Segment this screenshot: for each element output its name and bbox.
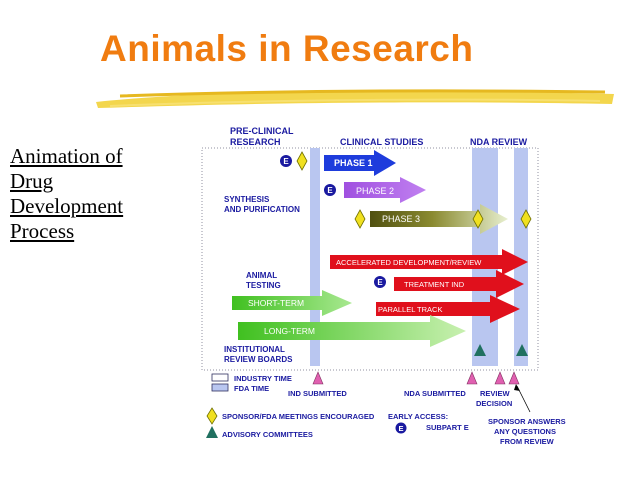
fda-time-swatch xyxy=(211,383,229,392)
nda-submitted-triangle-icon xyxy=(466,371,478,385)
phase3-arrow xyxy=(370,204,508,234)
short-term-arrow xyxy=(232,290,352,316)
advisory-committee-triangle-icon xyxy=(474,344,486,356)
drug-development-diagram: PRE-CLINICAL RESEARCH CLINICAL STUDIES N… xyxy=(201,126,566,446)
header-nda: NDA REVIEW xyxy=(470,137,528,147)
diamond-icon xyxy=(520,209,532,229)
side-caption-line[interactable]: Process xyxy=(10,219,75,243)
pointer-arrowhead-icon xyxy=(514,384,520,391)
advisory-committees-label: ADVISORY COMMITTEES xyxy=(222,430,313,439)
animal-testing-label-1: ANIMAL xyxy=(246,271,277,280)
title-underline-stroke xyxy=(96,89,614,108)
parallel-track-arrow xyxy=(376,295,520,323)
diagram-frame xyxy=(201,147,539,371)
e-badge-icon: E xyxy=(324,184,336,196)
e-badge-icon: E xyxy=(374,276,386,288)
fda-band-ind xyxy=(310,148,320,366)
phase1-arrow xyxy=(324,150,396,176)
accelerated-label: ACCELERATED DEVELOPMENT/REVIEW xyxy=(336,258,482,267)
svg-text:E: E xyxy=(377,278,383,287)
animal-testing-label-2: TESTING xyxy=(246,281,281,290)
fda-band-answers xyxy=(514,148,528,366)
ind-submitted-triangle-icon xyxy=(312,371,324,385)
sponsor-answers-triangle-icon xyxy=(508,371,520,385)
synthesis-label-1: SYNTHESIS xyxy=(224,195,270,204)
slide-title: Animals in Research xyxy=(100,28,474,69)
treatment-ind-arrow xyxy=(394,270,524,298)
svg-text:E: E xyxy=(283,157,289,166)
long-term-label: LONG-TERM xyxy=(264,326,315,336)
sponsor-answers-label-1: SPONSOR ANSWERS xyxy=(488,417,566,426)
irb-label-2: REVIEW BOARDS xyxy=(224,355,293,364)
phase3-label: PHASE 3 xyxy=(382,214,420,224)
side-caption-line[interactable]: Animation of xyxy=(10,144,123,168)
early-access-label-2: SUBPART E xyxy=(426,423,469,432)
synthesis-label-2: AND PURIFICATION xyxy=(224,205,300,214)
side-caption: Animation of Drug Development Process xyxy=(10,144,123,244)
ind-submitted-label: IND SUBMITTED xyxy=(288,389,347,398)
irb-label-1: INSTITUTIONAL xyxy=(224,345,285,354)
svg-text:E: E xyxy=(398,424,403,433)
treatment-ind-label: TREATMENT IND xyxy=(404,280,465,289)
industry-time-swatch xyxy=(211,373,229,382)
short-term-label: SHORT-TERM xyxy=(248,298,304,308)
header-preclinical-2: RESEARCH xyxy=(230,137,281,147)
diamond-icon xyxy=(472,209,484,229)
review-decision-triangle-icon xyxy=(494,371,506,385)
advisory-committee-legend-icon xyxy=(206,426,218,438)
diamond-icon xyxy=(354,209,366,229)
sponsor-answers-label-2: ANY QUESTIONS xyxy=(494,427,556,436)
long-term-arrow xyxy=(238,315,466,347)
advisory-committee-triangle-icon xyxy=(516,344,528,356)
fda-time-label: FDA TIME xyxy=(234,384,269,393)
phase2-arrow xyxy=(344,177,426,203)
e-badge-icon: E xyxy=(395,422,407,434)
nda-submitted-label: NDA SUBMITTED xyxy=(404,389,466,398)
industry-time-label: INDUSTRY TIME xyxy=(234,374,292,383)
sponsor-meeting-diamond-icon xyxy=(206,407,218,425)
e-badge-icon: E xyxy=(280,155,292,167)
phase2-label: PHASE 2 xyxy=(356,186,394,196)
svg-text:E: E xyxy=(327,186,333,195)
diamond-icon xyxy=(296,151,308,171)
review-decision-label-1: REVIEW xyxy=(480,389,511,398)
early-access-label-1: EARLY ACCESS: xyxy=(388,412,448,421)
review-decision-label-2: DECISION xyxy=(476,399,512,408)
phase1-label: PHASE 1 xyxy=(334,158,373,168)
parallel-track-label: PARALLEL TRACK xyxy=(378,305,442,314)
sponsor-meetings-label: SPONSOR/FDA MEETINGS ENCOURAGED xyxy=(222,412,375,421)
side-caption-line[interactable]: Development xyxy=(10,194,124,218)
accelerated-arrow xyxy=(330,249,528,275)
sponsor-answers-label-3: FROM REVIEW xyxy=(500,437,555,446)
side-caption-line[interactable]: Drug xyxy=(10,169,54,193)
header-preclinical-1: PRE-CLINICAL xyxy=(230,126,294,136)
header-clinical: CLINICAL STUDIES xyxy=(340,137,423,147)
